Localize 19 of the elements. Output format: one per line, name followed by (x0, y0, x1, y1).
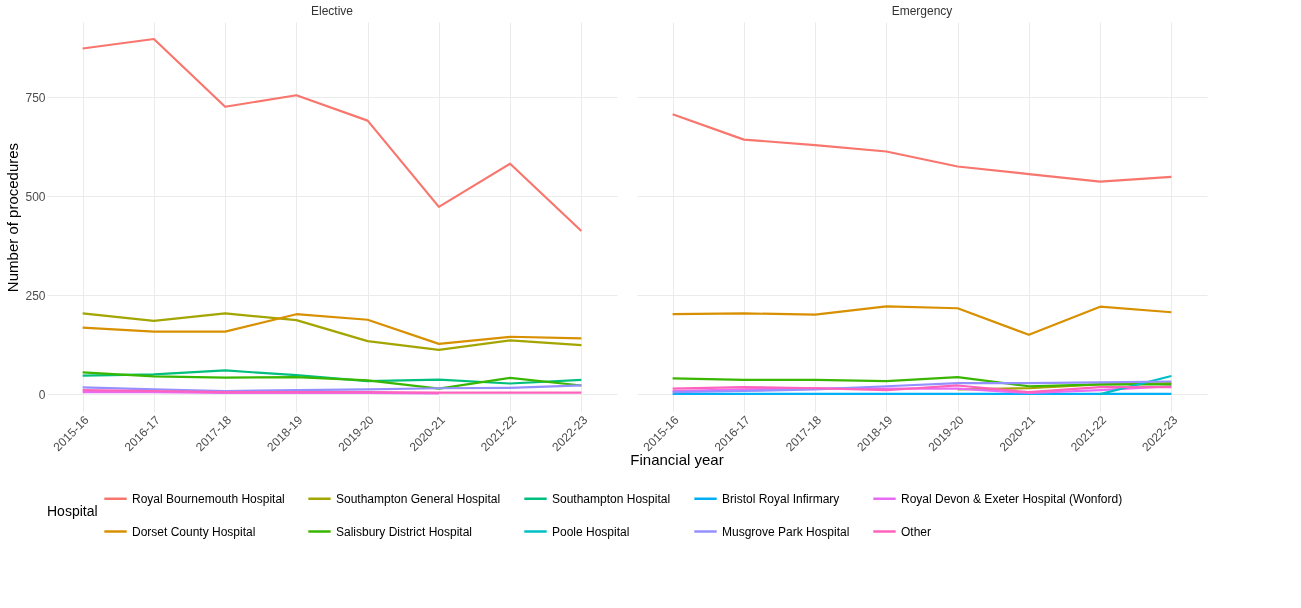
legend-label: Salisbury District Hospital (336, 524, 473, 539)
legend-label: Royal Devon & Exeter Hospital (Wonford) (901, 491, 1123, 506)
chart-title: Emergency (891, 4, 953, 18)
y-tick-label: 0 (38, 387, 46, 402)
legend-label: Southampton Hospital (552, 491, 671, 506)
y-axis-title: Number of procedures (4, 142, 22, 293)
y-tick-label: 250 (25, 288, 46, 303)
legend-title: Hospital (47, 503, 98, 519)
chart-title: Elective (310, 4, 354, 18)
y-tick-label: 750 (25, 90, 46, 105)
legend-label: Poole Hospital (552, 524, 630, 539)
legend-label: Royal Bournemouth Hospital (132, 491, 285, 506)
legend-label: Other (901, 524, 932, 539)
y-tick-label: 500 (25, 189, 46, 204)
legend-label: Bristol Royal Infirmary (722, 491, 840, 506)
legend-label: Musgrove Park Hospital (722, 524, 850, 539)
x-axis-title: Financial year (630, 451, 724, 468)
legend-label: Southampton General Hospital (336, 491, 501, 506)
legend-label: Dorset County Hospital (132, 524, 256, 539)
